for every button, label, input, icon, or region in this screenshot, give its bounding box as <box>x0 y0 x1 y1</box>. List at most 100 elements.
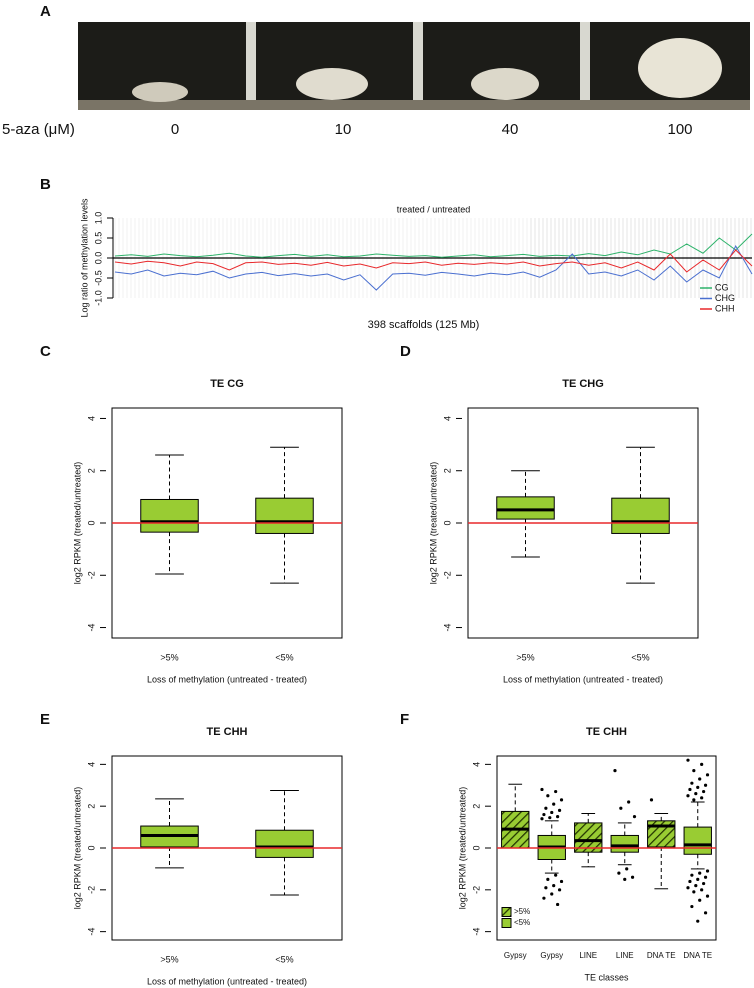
chart-title: TE CHH <box>586 726 627 738</box>
box <box>255 497 314 534</box>
outlier <box>705 773 710 777</box>
y-tick-label: -0.5 <box>93 270 103 286</box>
outlier <box>690 904 694 909</box>
outlier <box>703 783 708 787</box>
outlier <box>696 919 700 923</box>
y-tick-label: 2 <box>86 804 96 809</box>
outlier <box>690 873 694 877</box>
y-axis-label: Log ratio of methylation levels <box>79 198 89 318</box>
outlier <box>617 871 621 875</box>
chart-title: TE CHH <box>207 726 248 738</box>
outlier <box>559 798 564 802</box>
x-axis-label: Loss of methylation (untreated - treated… <box>503 674 663 684</box>
box <box>255 829 314 858</box>
series-line <box>114 233 753 258</box>
legend-label: CG <box>715 282 729 292</box>
outlier <box>540 817 544 821</box>
y-axis-label: log2 RPKM (treated/untreated) <box>72 787 82 910</box>
y-axis-label: log2 RPKM (treated/untreated) <box>457 787 467 910</box>
box <box>496 496 555 520</box>
outlier <box>700 762 704 766</box>
x-axis-label: TE classes <box>584 972 629 982</box>
x-tick-label: <5% <box>275 652 293 662</box>
outlier <box>703 875 708 879</box>
outlier <box>688 787 692 792</box>
outlier <box>557 888 562 892</box>
panel-label: E <box>40 711 50 728</box>
y-tick-label: 4 <box>86 416 96 421</box>
outlier <box>705 894 710 898</box>
y-tick-label: -2 <box>471 886 481 894</box>
y-tick-label: 0 <box>442 520 452 525</box>
x-axis-label: Loss of methylation (untreated - treated… <box>147 976 307 986</box>
outlier <box>544 806 548 810</box>
x-axis-label: Loss of methylation (untreated - treated… <box>147 674 307 684</box>
outlier <box>698 898 702 902</box>
chart-title: TE CG <box>210 378 244 390</box>
outlier <box>613 769 617 773</box>
outlier <box>550 810 554 815</box>
x-axis-label: 398 scaffolds (125 Mb) <box>368 319 480 331</box>
x-tick-label: LINE <box>579 951 597 960</box>
series-line <box>114 244 753 291</box>
outlier <box>705 869 710 873</box>
y-tick-label: -1.0 <box>93 290 103 306</box>
legend-label: <5% <box>514 918 530 927</box>
dose-label: 0 <box>171 121 179 138</box>
x-tick-label: <5% <box>631 652 649 662</box>
panel-label: B <box>40 176 51 193</box>
y-tick-label: -4 <box>442 624 452 632</box>
legend-label: CHH <box>715 303 735 313</box>
y-tick-label: -2 <box>442 571 452 579</box>
outlier <box>542 812 546 817</box>
y-tick-label: 2 <box>471 804 481 809</box>
legend-label: >5% <box>514 907 530 916</box>
outlier <box>552 802 556 806</box>
outlier <box>700 796 704 800</box>
dose-label: 10 <box>335 121 352 138</box>
outlier <box>692 769 696 773</box>
y-tick-label: 0 <box>86 520 96 525</box>
outlier <box>692 798 696 802</box>
outlier <box>623 877 627 881</box>
outlier <box>542 896 546 900</box>
x-tick-label: LINE <box>616 951 634 960</box>
outlier <box>698 871 702 875</box>
y-tick-label: 0 <box>471 845 481 850</box>
y-tick-label: 2 <box>442 468 452 473</box>
outlier <box>696 785 700 789</box>
outlier <box>649 798 654 802</box>
box <box>610 834 639 853</box>
outlier <box>690 781 694 785</box>
outlier <box>625 867 629 871</box>
y-tick-label: 1.0 <box>93 212 103 225</box>
x-tick-label: DNA TE <box>647 951 676 960</box>
y-tick-label: -2 <box>86 886 96 894</box>
x-tick-label: Gypsy <box>504 951 527 960</box>
outlier <box>546 877 550 881</box>
outlier <box>556 815 560 819</box>
outlier <box>546 794 550 798</box>
outlier <box>700 888 704 892</box>
y-tick-label: 2 <box>86 468 96 473</box>
outlier <box>559 879 564 884</box>
y-tick-label: 4 <box>86 762 96 767</box>
outlier <box>550 892 554 896</box>
outlier <box>703 911 708 915</box>
y-tick-label: -4 <box>471 928 481 936</box>
chart-title: treated / untreated <box>397 204 471 214</box>
x-tick-label: DNA TE <box>683 951 712 960</box>
outlier <box>630 875 635 879</box>
panel-label: D <box>400 343 411 360</box>
outlier <box>554 873 558 877</box>
treatment-label: 5-aza (μM) <box>2 121 75 138</box>
outlier <box>686 794 690 798</box>
outlier <box>696 877 700 881</box>
x-tick-label: >5% <box>516 652 534 662</box>
dose-label: 40 <box>502 121 519 138</box>
outlier <box>552 884 556 888</box>
outlier <box>540 787 544 792</box>
y-axis-label: log2 RPKM (treated/untreated) <box>72 462 82 585</box>
